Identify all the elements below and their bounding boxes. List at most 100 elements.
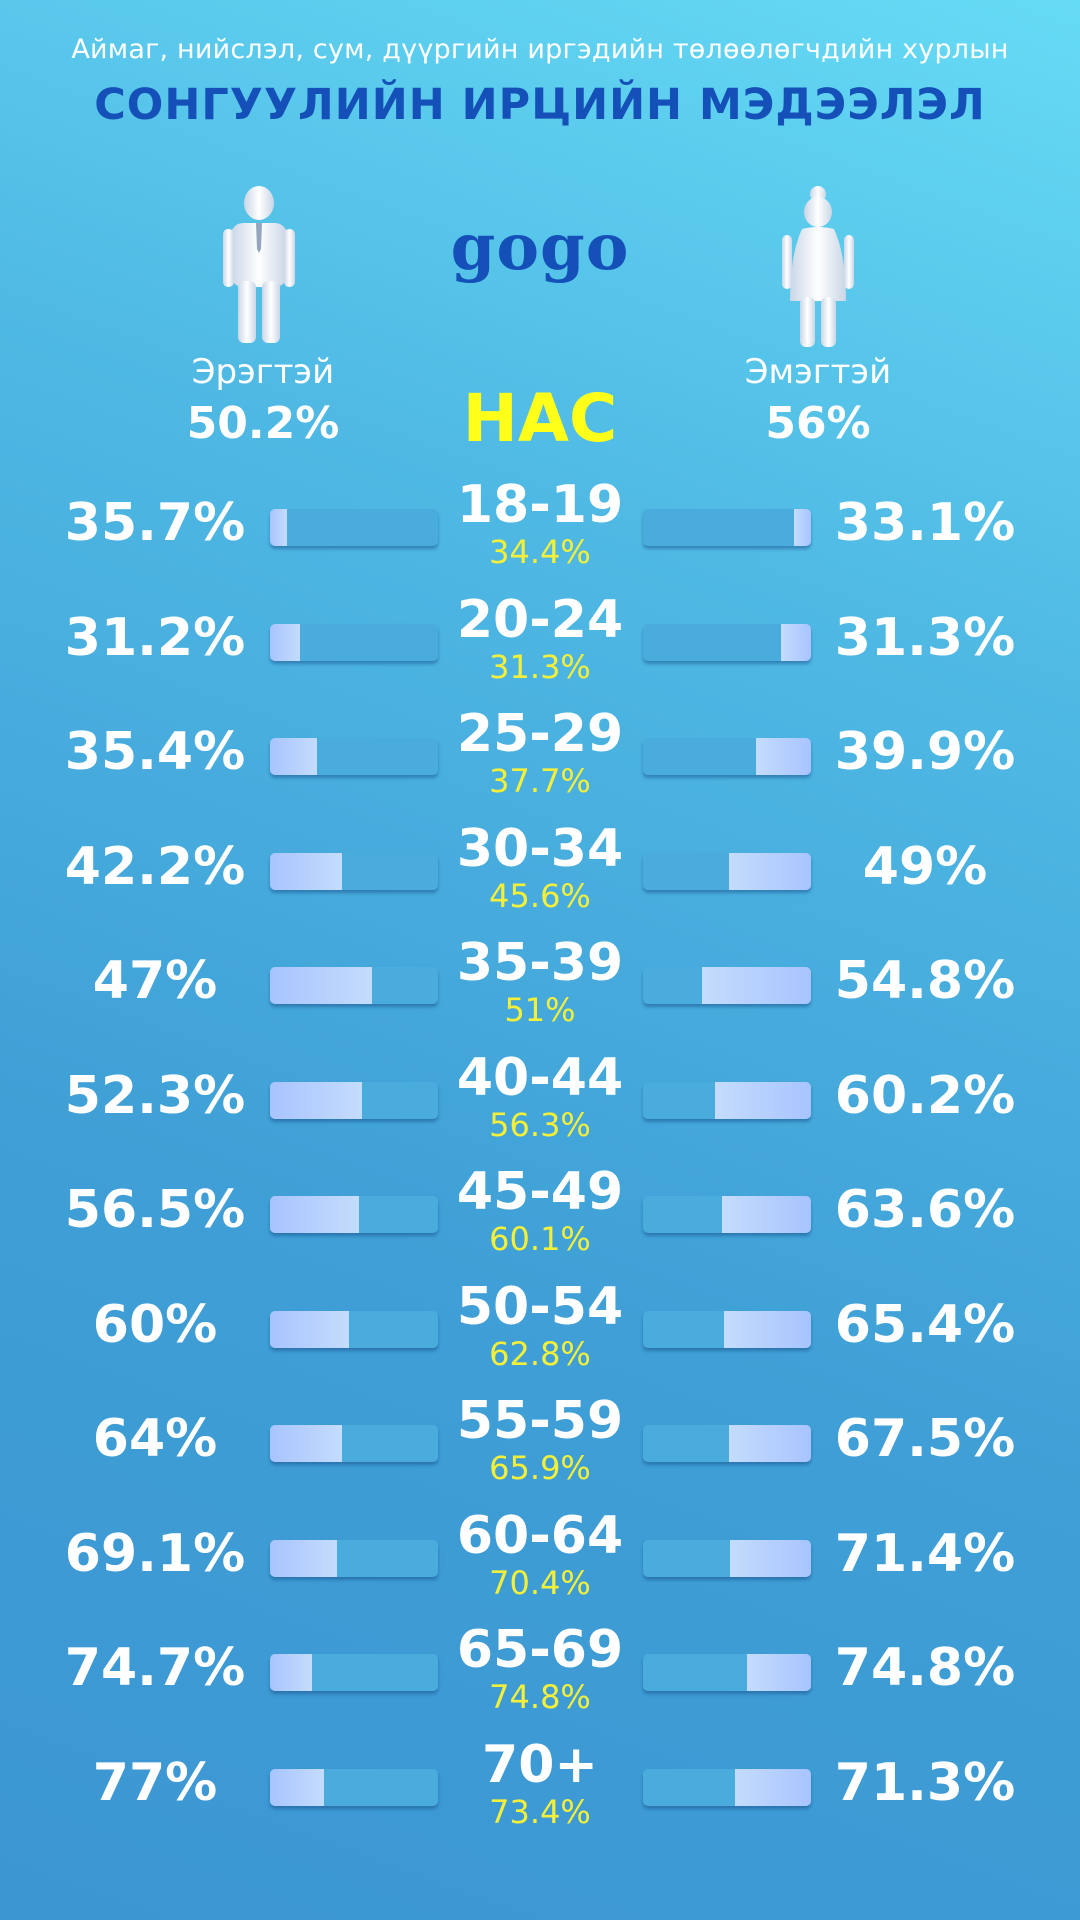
male-percent-label: 69.1% — [64, 1523, 246, 1584]
female-bar — [643, 1196, 811, 1233]
man-icon — [223, 185, 295, 345]
age-group-label: 50-54 — [456, 1276, 624, 1337]
female-percent-label: 49% — [862, 836, 988, 897]
male-bar-fill — [270, 1425, 343, 1462]
age-group-percent: 70.4% — [489, 1563, 591, 1602]
female-percent-label: 67.5% — [834, 1409, 1016, 1469]
female-bar — [643, 509, 811, 546]
age-group-label: 35-39 — [456, 933, 624, 993]
female-bar-fill — [701, 967, 811, 1004]
male-bar — [270, 623, 438, 661]
male-bar — [270, 1310, 438, 1348]
female-bar-fill — [715, 1081, 811, 1119]
female-percent-label: 63.6% — [834, 1180, 1016, 1240]
logo: gogo — [450, 210, 630, 285]
female-bar — [643, 623, 811, 661]
female-bar-fill — [735, 1768, 811, 1806]
female-bar — [643, 1425, 811, 1462]
male-percent-label: 56.5% — [64, 1180, 246, 1240]
chart-row: 64% 55-59 65.9% 67.5% — [0, 1391, 1080, 1501]
male-bar-fill — [270, 1539, 338, 1577]
chart-row: 47% 35-39 51% 54.8% — [0, 933, 1080, 1043]
female-bar — [643, 1310, 811, 1348]
chart-row: 35.4% 25-29 37.7% 39.9% — [0, 704, 1080, 814]
female-percent-label: 74.8% — [834, 1638, 1016, 1698]
age-group-percent: 37.7% — [489, 762, 591, 800]
chart-row: 52.3% 40-44 56.3% 60.2% — [0, 1048, 1080, 1158]
age-group-percent: 45.6% — [489, 876, 591, 915]
male-bar-fill — [270, 1196, 360, 1233]
chart-row: 74.7% 65-69 74.8% 74.8% — [0, 1620, 1080, 1730]
age-group-label: 45-49 — [456, 1162, 624, 1222]
age-group-percent: 65.9% — [489, 1449, 591, 1487]
male-percent-label: 35.7% — [64, 493, 246, 553]
chart-row: 60% 50-54 62.8% 65.4% — [0, 1277, 1080, 1387]
male-bar — [270, 1425, 438, 1462]
male-bar — [270, 967, 438, 1004]
male-percent-label: 64% — [92, 1409, 218, 1469]
male-bar-fill — [270, 852, 343, 890]
female-bar — [643, 738, 811, 775]
age-group-label: 25-29 — [456, 704, 624, 764]
male-total: 50.2% — [186, 398, 340, 449]
male-percent-label: 47% — [92, 951, 218, 1011]
chart-row: 35.7% 18-19 34.4% 33.1% — [0, 475, 1080, 585]
female-bar-fill — [728, 852, 811, 890]
male-bar — [270, 509, 438, 546]
chart-row: 69.1% 60-64 70.4% 71.4% — [0, 1506, 1080, 1616]
chart-row: 42.2% 30-34 45.6% 49% — [0, 819, 1080, 929]
age-group-label: 18-19 — [456, 475, 624, 535]
age-group-percent: 74.8% — [489, 1678, 591, 1716]
female-bar-fill — [780, 623, 811, 661]
age-group-percent: 34.4% — [489, 533, 591, 571]
male-percent-label: 77% — [92, 1752, 218, 1813]
female-bar — [643, 852, 811, 890]
female-bar — [643, 1539, 811, 1577]
age-group-percent: 51% — [504, 991, 576, 1029]
female-percent-label: 60.2% — [834, 1065, 1016, 1126]
female-percent-label: 39.9% — [834, 722, 1016, 782]
male-bar — [270, 738, 438, 775]
female-total: 56% — [765, 398, 871, 449]
male-percent-label: 52.3% — [64, 1065, 246, 1126]
male-bar-fill — [270, 623, 301, 661]
female-bar-fill — [747, 1654, 811, 1691]
chart-row: 56.5% 45-49 60.1% 63.6% — [0, 1162, 1080, 1272]
age-group-label: 65-69 — [456, 1620, 624, 1680]
age-group-label: 70+ — [482, 1734, 598, 1795]
female-bar-fill — [721, 1196, 811, 1233]
male-bar-fill — [270, 1310, 349, 1348]
chart-row: 31.2% 20-24 31.3% 31.3% — [0, 590, 1080, 700]
male-bar — [270, 1081, 438, 1119]
age-group-label: 30-34 — [456, 818, 624, 879]
female-percent-label: 71.4% — [834, 1523, 1016, 1584]
age-group-label: 55-59 — [456, 1391, 624, 1451]
female-bar — [643, 1081, 811, 1119]
age-group-percent: 60.1% — [489, 1220, 591, 1258]
female-bar — [643, 1768, 811, 1806]
male-percent-label: 35.4% — [64, 722, 246, 782]
female-bar — [643, 967, 811, 1004]
female-bar-fill — [755, 738, 811, 775]
female-percent-label: 31.3% — [834, 607, 1016, 668]
female-bar — [643, 1654, 811, 1691]
age-group-percent: 56.3% — [489, 1105, 591, 1144]
female-label: Эмэгтэй — [744, 352, 892, 392]
male-bar — [270, 1654, 438, 1691]
male-bar-fill — [270, 738, 318, 775]
female-percent-label: 65.4% — [834, 1294, 1016, 1355]
male-bar — [270, 852, 438, 890]
male-label: Эрэгтэй — [191, 352, 335, 392]
male-bar — [270, 1196, 438, 1233]
age-group-percent: 31.3% — [489, 647, 591, 686]
female-bar-fill — [794, 509, 811, 546]
male-bar-fill — [270, 509, 287, 546]
page-title: СОНГУУЛИЙН ИРЦИЙН МЭДЭЭЛЭЛ — [94, 80, 986, 130]
male-percent-label: 42.2% — [64, 836, 246, 897]
male-bar — [270, 1768, 438, 1806]
female-bar-fill — [723, 1310, 811, 1348]
age-group-percent: 73.4% — [489, 1792, 591, 1831]
woman-icon — [780, 185, 856, 350]
age-group-label: 40-44 — [456, 1047, 624, 1108]
